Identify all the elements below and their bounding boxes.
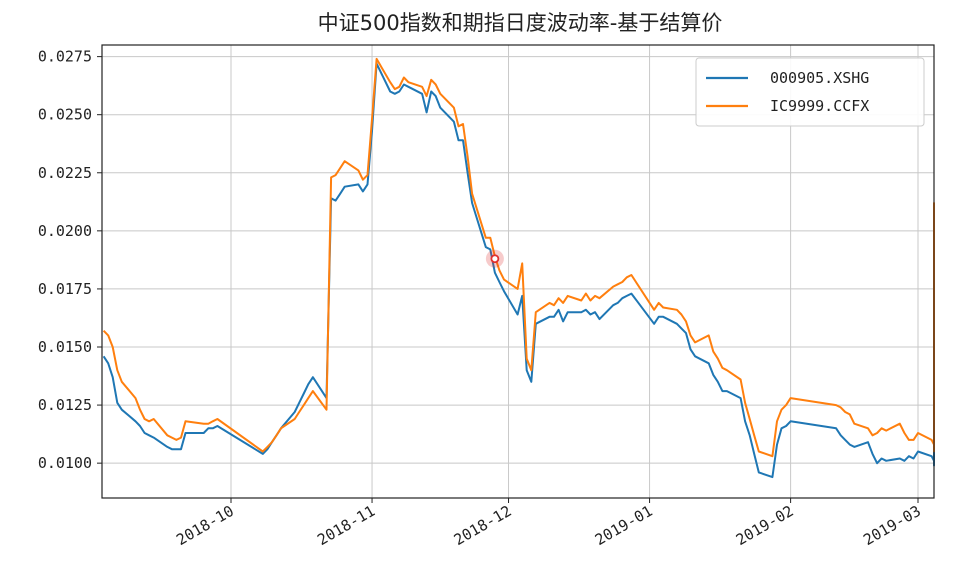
x-tick-label: 2019-02: [733, 502, 797, 549]
annotation-marker: [485, 249, 504, 268]
y-tick-label: 0.0125: [38, 396, 92, 414]
y-tick-label: 0.0250: [38, 106, 92, 124]
marker-dot: [490, 254, 500, 264]
plot-area-frame: [101, 44, 935, 499]
y-tick-label: 0.0175: [38, 280, 92, 298]
x-tick-label: 2019-03: [860, 502, 924, 549]
y-tick-label: 0.0275: [38, 48, 92, 66]
y-tick-label: 0.0150: [38, 338, 92, 356]
chart-title: 中证500指数和期指日度波动率-基于结算价: [318, 11, 723, 35]
x-tick-label: 2018-10: [173, 502, 237, 549]
y-tick-label: 0.0100: [38, 454, 92, 472]
x-tick-label: 2019-01: [592, 502, 656, 549]
x-tick-label: 2018-11: [314, 502, 378, 549]
legend-label-ic9999: IC9999.CCFX: [770, 97, 869, 115]
x-tick-label: 2018-12: [451, 502, 515, 549]
legend-box: [695, 57, 925, 127]
y-tick-label: 0.0200: [38, 222, 92, 240]
y-tick-label: 0.0225: [38, 164, 92, 182]
legend-label-000905: 000905.XSHG: [770, 69, 869, 87]
legend: 000905.XSHG IC9999.CCFX: [695, 57, 925, 127]
